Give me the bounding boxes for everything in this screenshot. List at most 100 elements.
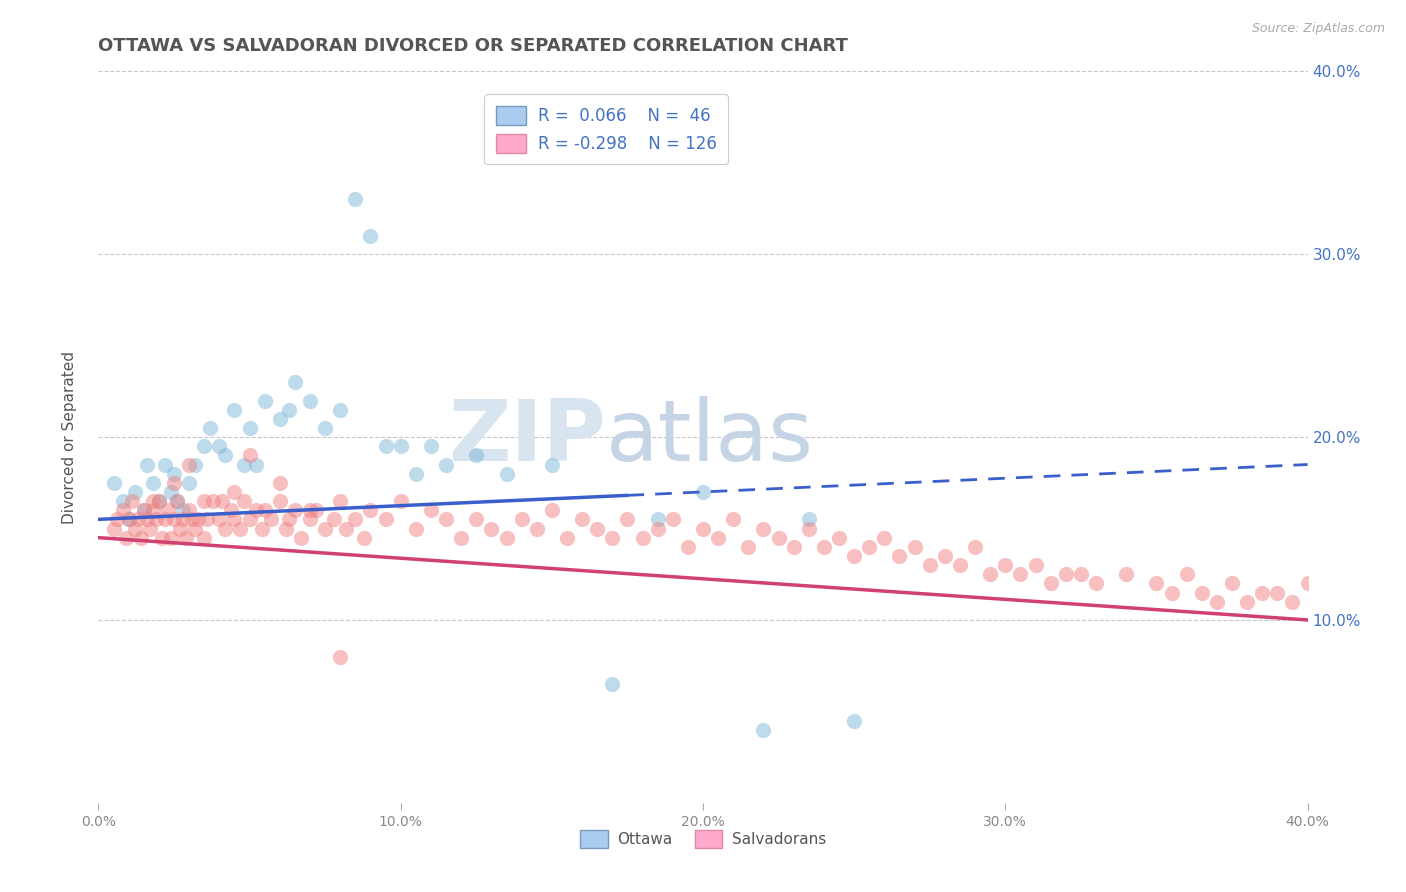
- Point: [208, 512, 231, 526]
- Point: [103, 475, 125, 490]
- Point: [676, 540, 699, 554]
- Point: [1115, 567, 1137, 582]
- Point: [166, 494, 188, 508]
- Point: [172, 512, 194, 526]
- Point: [495, 467, 517, 481]
- Point: [768, 531, 790, 545]
- Point: [269, 494, 291, 508]
- Point: [934, 549, 956, 563]
- Point: [179, 458, 201, 472]
- Point: [979, 567, 1001, 582]
- Point: [889, 549, 911, 563]
- Point: [873, 531, 896, 545]
- Point: [142, 503, 165, 517]
- Point: [299, 393, 322, 408]
- Point: [844, 714, 866, 728]
- Point: [1144, 576, 1167, 591]
- Point: [245, 503, 267, 517]
- Point: [181, 512, 204, 526]
- Point: [783, 540, 806, 554]
- Point: [103, 521, 125, 535]
- Text: OTTAWA VS SALVADORAN DIVORCED OR SEPARATED CORRELATION CHART: OTTAWA VS SALVADORAN DIVORCED OR SEPARAT…: [98, 37, 848, 54]
- Point: [647, 521, 669, 535]
- Point: [139, 521, 162, 535]
- Point: [374, 512, 396, 526]
- Point: [1054, 567, 1077, 582]
- Point: [510, 512, 533, 526]
- Point: [127, 512, 149, 526]
- Point: [360, 229, 382, 244]
- Point: [135, 458, 157, 472]
- Point: [692, 521, 714, 535]
- Point: [118, 512, 141, 526]
- Point: [434, 458, 457, 472]
- Point: [1236, 594, 1258, 608]
- Point: [434, 512, 457, 526]
- Text: atlas: atlas: [606, 395, 814, 479]
- Point: [616, 512, 638, 526]
- Point: [277, 512, 299, 526]
- Point: [389, 439, 412, 453]
- Point: [250, 521, 273, 535]
- Point: [465, 448, 488, 462]
- Point: [232, 494, 254, 508]
- Point: [166, 494, 188, 508]
- Point: [260, 512, 283, 526]
- Point: [202, 494, 225, 508]
- Point: [169, 521, 191, 535]
- Point: [602, 677, 624, 691]
- Point: [329, 649, 352, 664]
- Point: [121, 494, 143, 508]
- Text: ZIP: ZIP: [449, 395, 606, 479]
- Point: [1039, 576, 1062, 591]
- Point: [277, 402, 299, 417]
- Point: [284, 503, 307, 517]
- Point: [1024, 558, 1046, 573]
- Y-axis label: Divorced or Separated: Divorced or Separated: [62, 351, 77, 524]
- Point: [232, 458, 254, 472]
- Point: [707, 531, 730, 545]
- Point: [994, 558, 1017, 573]
- Point: [1070, 567, 1092, 582]
- Point: [174, 531, 197, 545]
- Point: [193, 531, 215, 545]
- Point: [949, 558, 972, 573]
- Point: [1281, 594, 1303, 608]
- Point: [135, 512, 157, 526]
- Point: [813, 540, 835, 554]
- Point: [179, 503, 201, 517]
- Point: [214, 521, 236, 535]
- Point: [526, 521, 548, 535]
- Point: [184, 458, 207, 472]
- Point: [187, 512, 209, 526]
- Point: [253, 393, 276, 408]
- Point: [420, 439, 443, 453]
- Point: [148, 494, 170, 508]
- Point: [828, 531, 851, 545]
- Point: [142, 475, 165, 490]
- Point: [389, 494, 412, 508]
- Point: [221, 503, 243, 517]
- Point: [1010, 567, 1032, 582]
- Point: [148, 494, 170, 508]
- Point: [481, 521, 503, 535]
- Point: [692, 485, 714, 500]
- Point: [172, 503, 194, 517]
- Point: [269, 475, 291, 490]
- Point: [224, 512, 246, 526]
- Point: [239, 448, 262, 462]
- Point: [193, 494, 215, 508]
- Point: [737, 540, 759, 554]
- Point: [314, 421, 336, 435]
- Point: [145, 512, 167, 526]
- Point: [405, 521, 427, 535]
- Point: [1296, 576, 1319, 591]
- Point: [224, 485, 246, 500]
- Point: [274, 521, 297, 535]
- Point: [904, 540, 927, 554]
- Point: [1085, 576, 1108, 591]
- Point: [918, 558, 941, 573]
- Point: [1191, 585, 1213, 599]
- Point: [752, 521, 775, 535]
- Point: [239, 421, 262, 435]
